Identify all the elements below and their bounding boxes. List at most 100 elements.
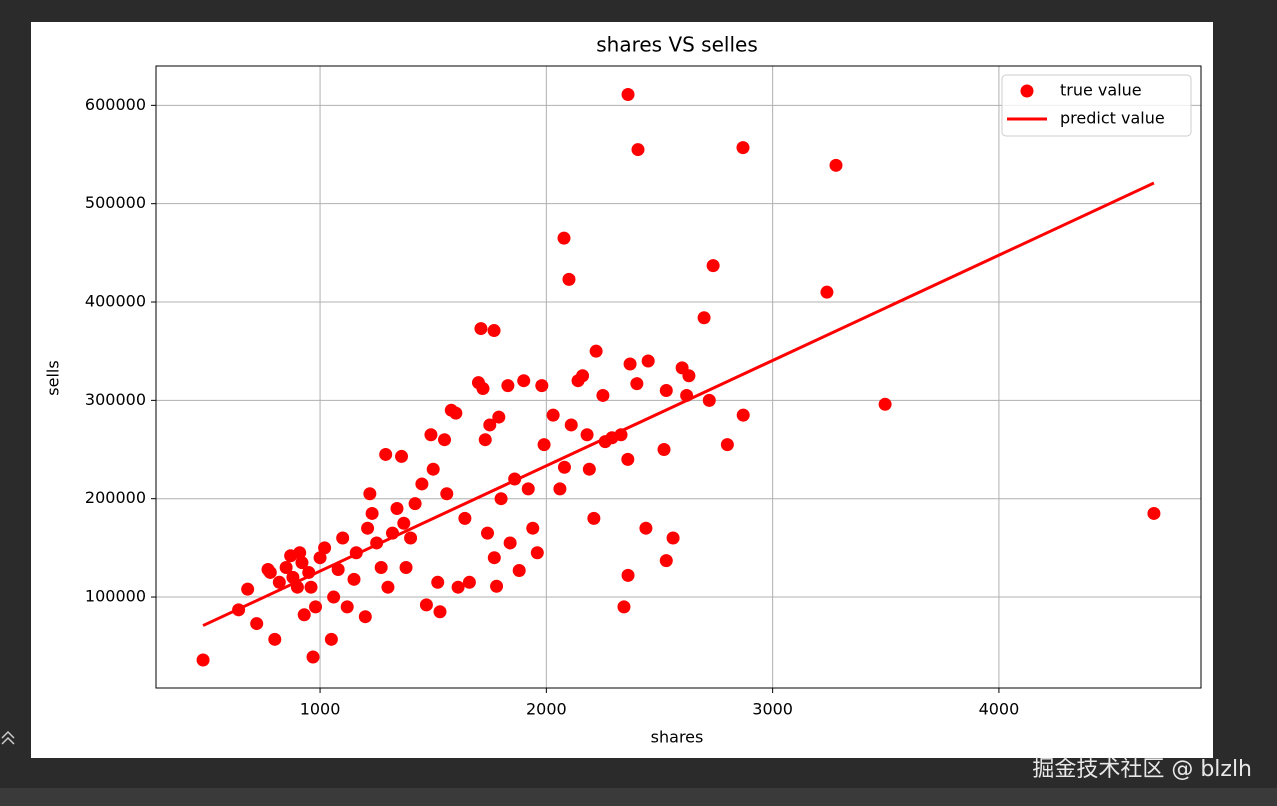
y-axis-label: sells xyxy=(44,360,63,395)
status-strip xyxy=(0,788,1277,806)
scatter-point xyxy=(347,572,361,586)
scatter-point xyxy=(697,311,711,325)
scatter-point xyxy=(379,447,393,461)
scatter-point xyxy=(361,521,375,535)
scatter-point xyxy=(415,477,429,491)
scatter-point xyxy=(458,511,472,525)
y-tick-label: 400000 xyxy=(85,292,146,311)
scatter-point xyxy=(293,546,307,560)
scatter-point xyxy=(623,357,637,371)
scatter-point xyxy=(440,487,454,501)
scatter-point xyxy=(503,536,517,550)
figure xyxy=(31,22,1213,758)
scatter-point xyxy=(617,600,631,614)
scatter-point xyxy=(438,433,452,447)
scatter-point xyxy=(397,516,411,530)
x-tick-label: 4000 xyxy=(979,700,1020,719)
scatter-point xyxy=(419,598,433,612)
scatter-point xyxy=(878,397,892,411)
scatter-point xyxy=(449,406,463,420)
scatter-point xyxy=(424,428,438,442)
scatter-point xyxy=(340,600,354,614)
scatter-point xyxy=(390,502,404,516)
plot-frame xyxy=(155,65,1202,689)
scatter-point xyxy=(196,653,210,667)
x-axis-label: shares xyxy=(651,728,704,747)
scatter-point xyxy=(1147,506,1161,520)
plot-area: 1000 2000 3000 4000 100000 200000 300000 400000… xyxy=(85,65,1202,719)
scatter-point xyxy=(431,575,445,589)
scatter-point xyxy=(537,438,551,452)
scatter-point xyxy=(530,546,544,560)
scatter-point xyxy=(365,506,379,520)
scatter-point xyxy=(451,580,465,594)
scatter-point xyxy=(580,428,594,442)
scatter-point xyxy=(474,322,488,336)
scatter-point xyxy=(587,511,601,525)
scatter-point xyxy=(481,526,495,540)
scatter-point xyxy=(433,605,447,619)
y-tick-label: 300000 xyxy=(85,390,146,409)
scatter-point xyxy=(621,568,635,582)
watermark: 掘金技术社区 @ blzlh xyxy=(1032,757,1252,782)
scatter-point xyxy=(478,433,492,447)
scatter-point xyxy=(706,259,720,273)
legend-box xyxy=(1001,74,1192,137)
chart-title: shares VS selles xyxy=(596,33,758,57)
scatter-point xyxy=(657,443,671,457)
scatter-point xyxy=(336,531,350,545)
scatter-point xyxy=(736,408,750,422)
scatter-point xyxy=(304,580,318,594)
scatter-point xyxy=(487,551,501,565)
scatter-point xyxy=(682,369,696,383)
scatter-point xyxy=(576,369,590,383)
scatter-point xyxy=(381,580,395,594)
scatter-point xyxy=(363,487,377,501)
scatter-point xyxy=(535,379,549,393)
scatter-point xyxy=(494,492,508,506)
scatter-point xyxy=(512,563,526,577)
scatter-point xyxy=(268,632,282,646)
scatter-point xyxy=(426,462,440,476)
scatter-point xyxy=(490,579,504,593)
scatter-point xyxy=(327,590,341,604)
scatter-point xyxy=(399,561,413,575)
scatter-point xyxy=(487,324,501,338)
scatter-point xyxy=(295,556,309,570)
scatter-point xyxy=(250,617,264,631)
scatter-point xyxy=(702,393,716,407)
y-tick-label: 100000 xyxy=(85,587,146,606)
scatter-point xyxy=(476,382,490,396)
scatter-point xyxy=(374,561,388,575)
scatter-point xyxy=(621,452,635,466)
collapse-icon[interactable] xyxy=(1,730,15,745)
scatter-point xyxy=(564,418,578,432)
scatter-point xyxy=(395,449,409,463)
scatter-point xyxy=(546,408,560,422)
scatter-point xyxy=(331,563,345,577)
x-tick-label: 2000 xyxy=(526,700,567,719)
scatter-point xyxy=(297,608,311,622)
scatter-point xyxy=(521,482,535,496)
scatter-point xyxy=(557,231,571,245)
scatter-point xyxy=(358,610,372,624)
scatter-point xyxy=(630,377,644,391)
legend-label: predict value xyxy=(1060,109,1165,128)
scatter-point xyxy=(483,418,497,432)
prediction-line xyxy=(202,181,1155,627)
scatter-point xyxy=(318,541,332,555)
scatter-point xyxy=(492,410,506,424)
scatter-point xyxy=(408,497,422,511)
scatter-point xyxy=(829,158,843,172)
scatter-point xyxy=(501,379,515,393)
scatter-point xyxy=(659,554,673,568)
scatter-point xyxy=(553,482,567,496)
scatter-point xyxy=(589,344,603,358)
x-tick-label: 3000 xyxy=(752,700,793,719)
scatter-point xyxy=(306,650,320,664)
scatter-point xyxy=(404,531,418,545)
scatter-point xyxy=(309,600,323,614)
legend-label: true value xyxy=(1060,81,1142,100)
scatter-point xyxy=(324,632,338,646)
scatter-point xyxy=(241,582,255,596)
